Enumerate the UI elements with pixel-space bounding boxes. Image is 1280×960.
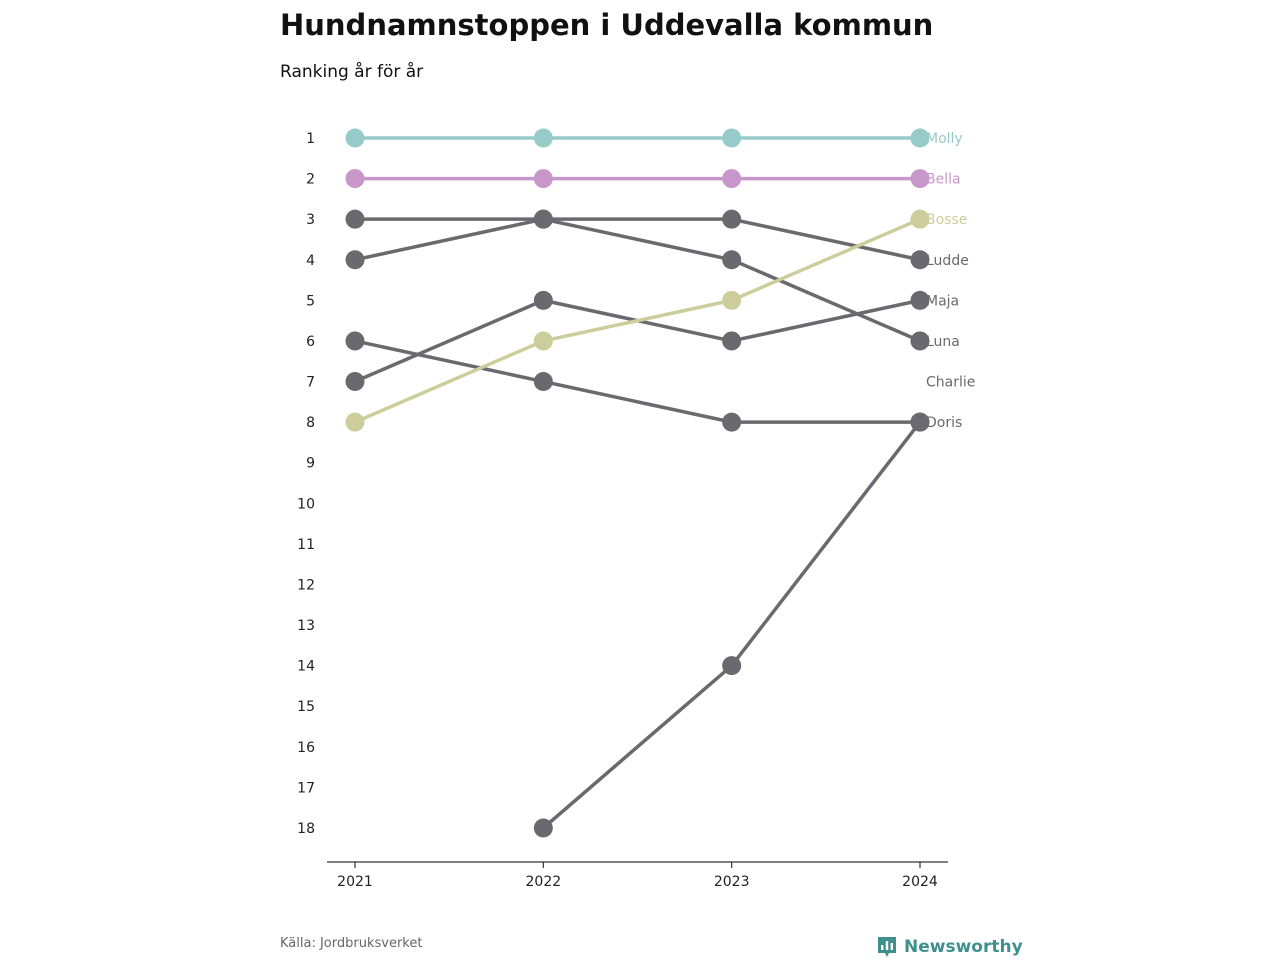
series-lines bbox=[354, 136, 922, 830]
point-doris-2022 bbox=[533, 818, 553, 838]
end-labels: Charlie Doris Luna Maja Ludde Bosse Bella Molly bbox=[926, 131, 975, 431]
point-bella-2021 bbox=[345, 169, 365, 189]
end-label-bella: Bella bbox=[926, 172, 961, 188]
y-tick-label: 7 bbox=[306, 375, 315, 391]
y-tick-label: 5 bbox=[306, 293, 315, 309]
point-ludde-2023 bbox=[722, 209, 742, 229]
point-ludde-2024 bbox=[910, 250, 930, 270]
y-tick-label: 11 bbox=[297, 537, 315, 553]
series-line-bosse bbox=[354, 217, 921, 424]
point-molly-2023 bbox=[722, 128, 742, 148]
y-tick-label: 10 bbox=[297, 496, 315, 512]
point-doris-2024 bbox=[910, 412, 930, 432]
x-tick-label: 2021 bbox=[337, 874, 373, 890]
y-tick-label: 1 bbox=[306, 131, 315, 147]
y-tick-label: 8 bbox=[306, 415, 315, 431]
point-luna-2024 bbox=[910, 331, 930, 351]
y-tick-label: 6 bbox=[306, 334, 315, 350]
point-molly-2024 bbox=[910, 128, 930, 148]
point-ludde-2021 bbox=[345, 250, 365, 270]
end-label-maja: Maja bbox=[926, 293, 959, 309]
series-line-charlie bbox=[354, 339, 920, 424]
point-bella-2022 bbox=[533, 169, 553, 189]
x-tick-label: 2022 bbox=[526, 874, 562, 890]
point-charlie-2023 bbox=[722, 412, 742, 432]
point-doris-2023 bbox=[722, 656, 742, 676]
brand-name: Newsworthy bbox=[904, 937, 1023, 957]
point-luna-2023 bbox=[722, 250, 742, 270]
y-tick-label: 14 bbox=[297, 659, 315, 675]
point-bella-2024 bbox=[910, 169, 930, 189]
point-luna-2021 bbox=[345, 209, 365, 229]
point-bosse-2023 bbox=[722, 290, 742, 310]
y-tick-label: 17 bbox=[297, 780, 315, 796]
series-line-ludde bbox=[354, 217, 921, 262]
end-label-bosse: Bosse bbox=[926, 212, 967, 228]
x-axis: 2021 2022 2023 2024 bbox=[327, 861, 948, 890]
chart-subtitle: Ranking år för år bbox=[280, 62, 424, 82]
y-tick-label: 13 bbox=[297, 618, 315, 634]
end-label-molly: Molly bbox=[926, 131, 963, 147]
point-bosse-2022 bbox=[533, 331, 553, 351]
point-bosse-2021 bbox=[345, 412, 365, 432]
point-bella-2023 bbox=[722, 169, 742, 189]
point-molly-2022 bbox=[533, 128, 553, 148]
bar-chart-badge-icon bbox=[878, 937, 896, 957]
point-maja-2021 bbox=[345, 372, 365, 392]
point-charlie-2021 bbox=[345, 331, 365, 351]
series-line-doris bbox=[542, 421, 922, 830]
series-line-maja bbox=[354, 298, 921, 384]
end-label-luna: Luna bbox=[926, 334, 960, 350]
brand-logo: Newsworthy bbox=[876, 935, 1023, 959]
y-tick-label: 4 bbox=[306, 253, 315, 269]
end-label-ludde: Ludde bbox=[926, 253, 969, 269]
y-tick-label: 2 bbox=[306, 172, 315, 188]
end-label-charlie: Charlie bbox=[926, 375, 975, 391]
y-tick-label: 15 bbox=[297, 699, 315, 715]
y-tick-label: 16 bbox=[297, 740, 315, 756]
chart-title: Hundnamnstoppen i Uddevalla kommun bbox=[280, 8, 934, 42]
point-maja-2022 bbox=[533, 290, 553, 310]
y-tick-label: 3 bbox=[306, 212, 315, 228]
y-tick-label: 18 bbox=[297, 821, 315, 837]
point-bosse-2024 bbox=[910, 209, 930, 229]
x-tick-label: 2024 bbox=[902, 874, 938, 890]
point-maja-2023 bbox=[722, 331, 742, 351]
point-maja-2024 bbox=[910, 290, 930, 310]
point-ludde-2022 bbox=[533, 209, 553, 229]
y-tick-label: 9 bbox=[306, 456, 315, 472]
series-line-luna bbox=[355, 217, 921, 343]
x-tick-label: 2023 bbox=[714, 874, 750, 890]
point-charlie-2022 bbox=[533, 372, 553, 392]
y-tick-label: 12 bbox=[297, 577, 315, 593]
point-molly-2021 bbox=[345, 128, 365, 148]
source-note: Källa: Jordbruksverket bbox=[280, 936, 423, 951]
series-points bbox=[345, 128, 930, 838]
end-label-doris: Doris bbox=[926, 415, 962, 431]
